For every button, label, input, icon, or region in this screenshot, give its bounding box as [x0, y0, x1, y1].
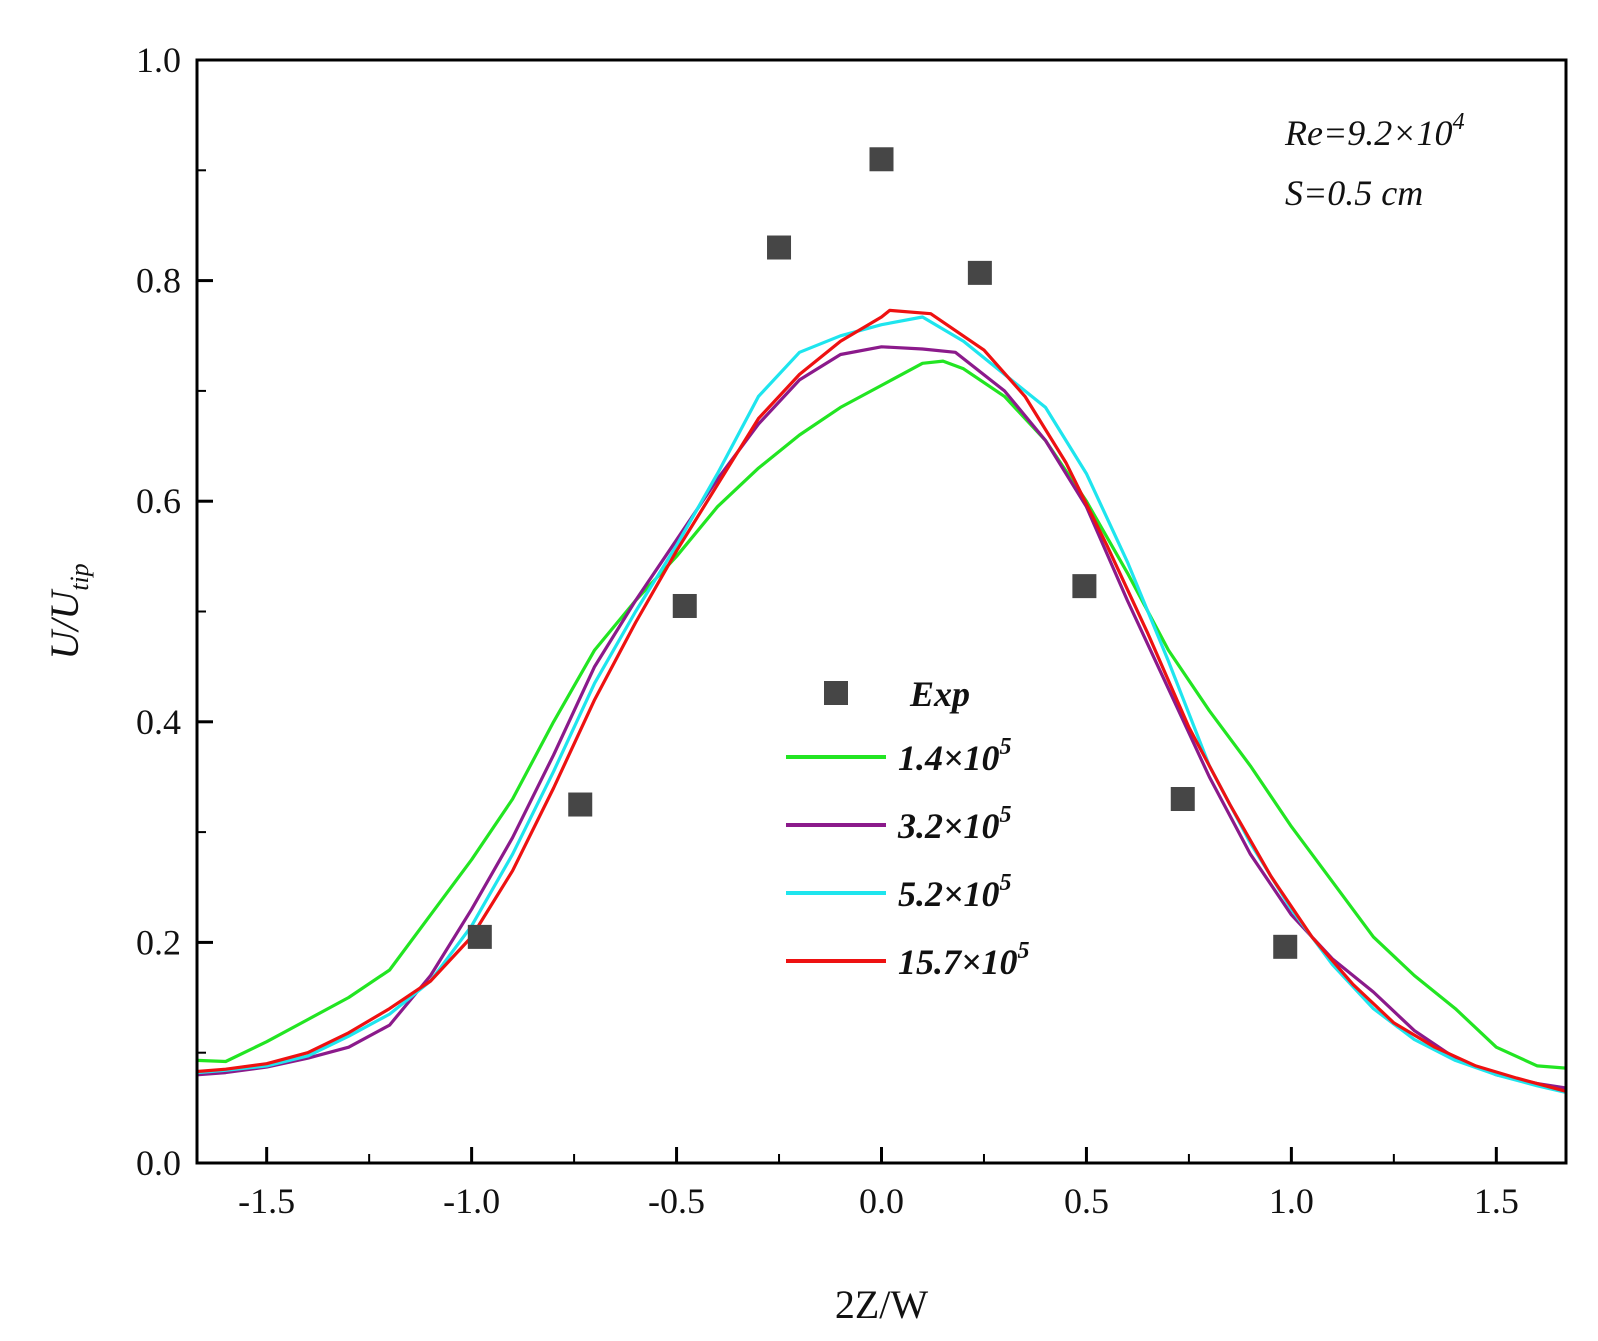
- series-line-1410: [197, 359, 1566, 1070]
- series-line-5210: [197, 315, 1566, 1094]
- exp-point: [568, 792, 593, 817]
- x-tick-label: -1.5: [238, 1181, 295, 1221]
- legend: Exp 1.4×105 3.2×105 5.2×105 15.7×105: [786, 674, 1030, 982]
- legend-label: 3.2×105: [897, 802, 1012, 846]
- exp-point: [767, 235, 792, 260]
- plot-area: [195, 58, 1568, 1165]
- chart-annotations: Re=9.2×104 S=0.5 cm: [1284, 109, 1465, 213]
- exp-point: [1072, 574, 1097, 599]
- legend-label: 1.4×105: [898, 734, 1012, 778]
- x-tick-label: 1.0: [1269, 1181, 1314, 1221]
- exp-point: [1273, 934, 1298, 959]
- y-tick-label: 0.4: [136, 702, 181, 742]
- exp-point: [1170, 787, 1195, 812]
- y-tick-label: 0.8: [136, 261, 181, 301]
- y-axis-title: U/Utip: [42, 563, 94, 659]
- exp-point: [869, 147, 894, 172]
- legend-marker-exp: [824, 681, 848, 705]
- y-tick-label: 0.6: [136, 481, 181, 521]
- axis-tick-labels: -1.5 -1.0 -0.5 0.0 0.5 1.0 1.5 0.0 0.2 0.4 0.6 0.8 1…: [136, 40, 1519, 1221]
- series-lines: [197, 308, 1566, 1094]
- exp-point: [967, 260, 992, 285]
- x-axis-title: 2Z/W: [835, 1282, 929, 1327]
- plot-frame: [195, 58, 1568, 1165]
- y-axis-title-sub: tip: [65, 563, 94, 590]
- x-tick-label: 0.5: [1064, 1181, 1109, 1221]
- y-tick-label: 1.0: [136, 40, 181, 80]
- axis-ticks: [197, 58, 1498, 1165]
- y-tick-label: 0.0: [136, 1143, 181, 1183]
- series-line-3210: [197, 345, 1566, 1090]
- legend-label-exp: Exp: [909, 674, 970, 714]
- x-tick-label: 1.5: [1474, 1181, 1519, 1221]
- legend-label: 15.7×105: [898, 938, 1030, 982]
- x-tick-label: -0.5: [648, 1181, 705, 1221]
- exp-point: [467, 924, 492, 949]
- x-tick-label: -1.0: [443, 1181, 500, 1221]
- series-line-15710: [197, 308, 1566, 1093]
- exp-point: [672, 593, 697, 618]
- x-tick-label: 0.0: [859, 1181, 904, 1221]
- experimental-points: [467, 147, 1298, 959]
- y-axis-title-main: U/U: [42, 588, 87, 660]
- annotation-text: Re=9.2×104: [1284, 109, 1465, 153]
- legend-label: 5.2×105: [898, 870, 1012, 914]
- y-tick-label: 0.2: [136, 922, 181, 962]
- annotation-text: S=0.5 cm: [1285, 173, 1423, 213]
